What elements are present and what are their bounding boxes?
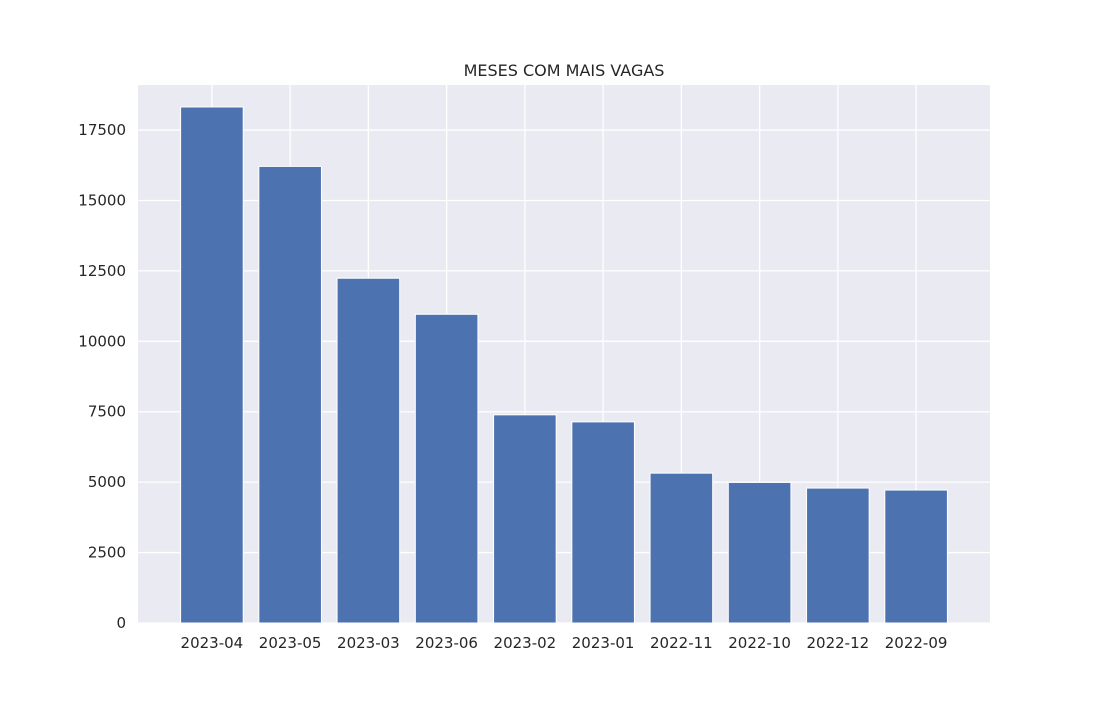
bar-2022-12 <box>806 487 870 624</box>
y-tick-label: 2500 <box>88 544 126 562</box>
x-tick-label: 2022-12 <box>807 634 870 652</box>
bar-2022-11 <box>649 472 714 624</box>
x-tick-label: 2022-11 <box>650 634 713 652</box>
x-tick-label: 2022-10 <box>728 634 791 652</box>
x-tick-label: 2023-02 <box>494 634 557 652</box>
y-tick-label: 12500 <box>78 262 126 280</box>
y-tick-label: 5000 <box>88 473 126 491</box>
y-tick-label: 10000 <box>78 332 126 350</box>
bar-2023-06 <box>414 313 479 624</box>
bar-2023-01 <box>571 421 635 624</box>
y-tick-label: 17500 <box>78 121 126 139</box>
bar-2023-05 <box>258 165 322 624</box>
x-tick-label: 2023-03 <box>337 634 400 652</box>
y-tick-label: 0 <box>116 614 126 632</box>
bar-2023-04 <box>180 106 244 624</box>
y-tick-label: 15000 <box>78 191 126 209</box>
x-tick-label: 2023-06 <box>415 634 478 652</box>
x-tick-label: 2023-04 <box>181 634 244 652</box>
bar-2022-09 <box>884 489 948 624</box>
chart-title: MESES COM MAIS VAGAS <box>464 61 665 80</box>
bar-2023-02 <box>493 414 557 624</box>
x-tick-label: 2023-01 <box>572 634 635 652</box>
bar-2023-03 <box>336 277 401 624</box>
bar-2022-10 <box>727 481 792 624</box>
x-tick-labels: 2023-04 2023-05 2023-03 2023-06 2023-02 2023-… <box>181 634 948 652</box>
y-tick-labels: 0 2500 5000 7500 10000 12500 15000 17500 <box>78 121 126 632</box>
x-tick-label: 2022-09 <box>885 634 948 652</box>
y-tick-label: 7500 <box>88 403 126 421</box>
x-tick-label: 2023-05 <box>259 634 322 652</box>
bars <box>180 106 948 624</box>
